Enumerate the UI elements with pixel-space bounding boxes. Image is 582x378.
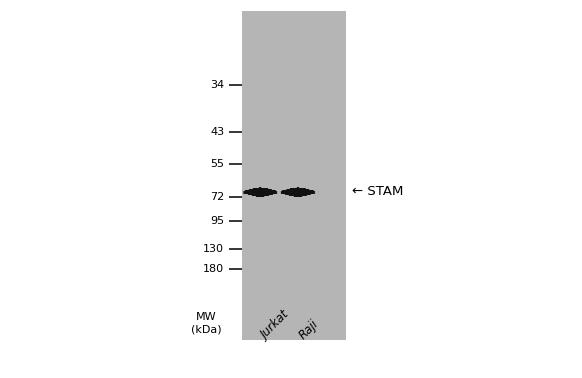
Text: 95: 95 xyxy=(210,216,224,226)
Text: 72: 72 xyxy=(210,192,224,202)
Text: 34: 34 xyxy=(210,80,224,90)
Text: Raji: Raji xyxy=(297,318,321,342)
Text: Jurkat: Jurkat xyxy=(259,308,293,342)
Text: ← STAM: ← STAM xyxy=(352,185,403,198)
Bar xyxy=(242,11,346,340)
Text: 55: 55 xyxy=(210,160,224,169)
Text: 180: 180 xyxy=(203,264,224,274)
Text: 130: 130 xyxy=(203,245,224,254)
Text: MW
(kDa): MW (kDa) xyxy=(191,312,222,334)
Text: 43: 43 xyxy=(210,127,224,137)
